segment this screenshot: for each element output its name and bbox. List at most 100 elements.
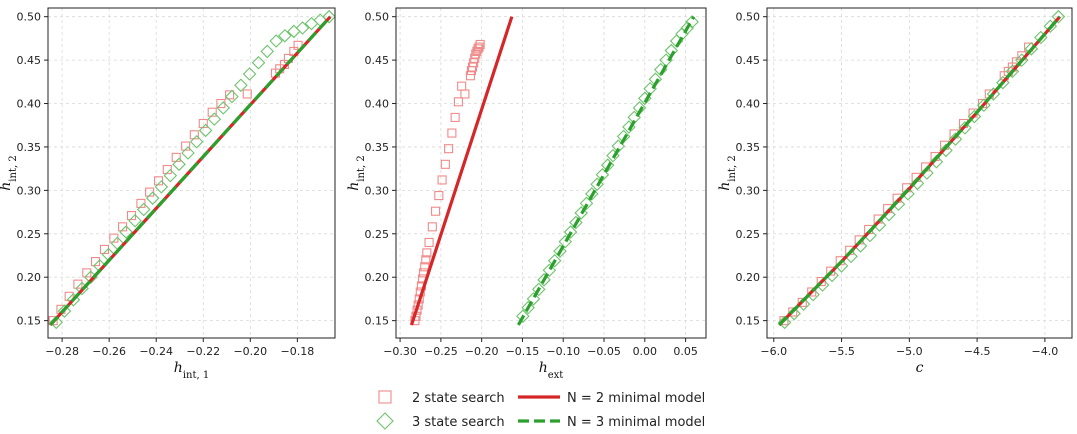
square-point [471, 49, 481, 59]
y-tick-label: 0.30 [736, 184, 761, 197]
diamond-point [680, 21, 695, 35]
square-point [427, 222, 437, 232]
square-point [154, 176, 164, 186]
diamond-point [269, 34, 283, 48]
diamond-point [66, 293, 81, 307]
square-point [475, 39, 485, 50]
diamond-point [939, 143, 953, 158]
legend-item: N = 3 minimal model [518, 415, 705, 430]
diamond-point [574, 206, 588, 220]
square-point [162, 164, 172, 175]
chart-panel-3: −6.0 −5.5 −5.0 −4.5 −4.0 0.15 0.20 0.25 0.30 0.35… [717, 7, 1073, 376]
diamond-point [225, 89, 239, 104]
diamond-point [136, 202, 151, 217]
diamond-point [49, 315, 64, 330]
square-point [145, 187, 155, 197]
square-point [73, 279, 83, 289]
diamond-point [154, 180, 169, 194]
diamond-point [242, 67, 257, 81]
x-tick-label: −0.20 [465, 345, 499, 358]
square-point [422, 248, 432, 258]
y-tick-label: 0.40 [365, 98, 390, 111]
square-point [465, 71, 475, 81]
square-point [293, 40, 303, 50]
square-point [99, 244, 110, 254]
diamond-point [189, 134, 204, 149]
x-tick-label: 0.05 [673, 345, 698, 358]
chart-panel-2: −0.30 −0.25 −0.20 −0.15 −0.10 −0.05 0.00 0.05 0.… [346, 7, 707, 381]
chart-panel-1: −0.28 −0.26 −0.24 −0.22 −0.20 −0.18 0.15 0.20 0.… [0, 7, 336, 381]
x-tick-label: −0.18 [281, 345, 315, 358]
diamond-point [558, 234, 573, 249]
diamond-point [119, 225, 133, 239]
legend-label: 2 state search [412, 391, 505, 406]
y-tick-label: 0.45 [17, 54, 42, 67]
x-tick-label: −5.0 [896, 345, 923, 358]
diamond-point [531, 282, 546, 297]
x-tick-label: −0.25 [424, 345, 458, 358]
square-point [447, 128, 457, 138]
diamond-point [172, 157, 186, 172]
diamond-point [948, 132, 963, 146]
diamond-point [542, 263, 557, 278]
diamond-point [977, 98, 991, 113]
diamond-point [958, 121, 972, 135]
diamond-point [251, 55, 266, 70]
y-tick-label: 0.30 [17, 184, 42, 197]
x-axis-label: hext [539, 360, 564, 381]
square-point [826, 266, 836, 276]
plot-frame [766, 7, 1073, 339]
legend-item: 3 state search [376, 412, 505, 430]
x-tick-label: −0.30 [383, 345, 417, 358]
y-tick-label: 0.35 [365, 141, 390, 154]
x-tick-label: −0.10 [546, 345, 580, 358]
legend-item: N = 2 minimal model [518, 391, 705, 406]
x-tick-label: −4.5 [964, 345, 991, 358]
diamond-point [260, 44, 275, 59]
legend-label: N = 2 minimal model [567, 391, 705, 406]
x-tick-label: −0.28 [45, 345, 79, 358]
x-tick-label: −4.0 [1032, 345, 1059, 358]
y-tick-label: 0.15 [365, 315, 390, 328]
diamond-point [967, 109, 982, 124]
diamond-point [516, 309, 530, 324]
x-tick-label: −0.26 [92, 345, 126, 358]
square-point [434, 191, 444, 201]
legend-item: 2 state search [378, 390, 505, 406]
diamond-point [569, 215, 583, 230]
y-tick-label: 0.35 [736, 141, 761, 154]
diamond-point [521, 300, 535, 315]
y-tick-label: 0.45 [736, 54, 761, 67]
diamond-point [526, 292, 541, 306]
diamond-point [57, 304, 72, 318]
x-tick-label: 0.00 [633, 345, 658, 358]
x-tick-label: −0.05 [587, 345, 621, 358]
series-square [779, 42, 1034, 326]
legend: 2 state search 3 state search N = 2 minima… [376, 390, 705, 430]
plot-frame [47, 7, 336, 339]
diamond-point [322, 9, 335, 24]
diamond-point [537, 273, 551, 287]
y-tick-label: 0.35 [17, 141, 42, 154]
y-tick-label: 0.50 [365, 11, 390, 24]
diamond-point [1005, 64, 1020, 79]
square-point [424, 237, 434, 248]
n3-model-line [49, 15, 332, 327]
grid [767, 8, 1072, 338]
diamond-point [207, 112, 222, 126]
n2-model-line [409, 16, 514, 326]
legend-diamond-icon [376, 412, 394, 430]
square-point [242, 89, 252, 99]
data-layer [777, 9, 1066, 330]
x-tick-label: −0.24 [139, 345, 173, 358]
y-tick-label: 0.40 [736, 98, 761, 111]
square-point [420, 262, 430, 272]
square-point [474, 42, 484, 52]
x-tick-label: −5.5 [828, 345, 855, 358]
diamond-point [234, 78, 248, 93]
y-tick-label: 0.45 [365, 54, 390, 67]
diamond-point [278, 29, 292, 43]
square-point [136, 198, 146, 208]
y-tick-label: 0.15 [736, 315, 761, 328]
